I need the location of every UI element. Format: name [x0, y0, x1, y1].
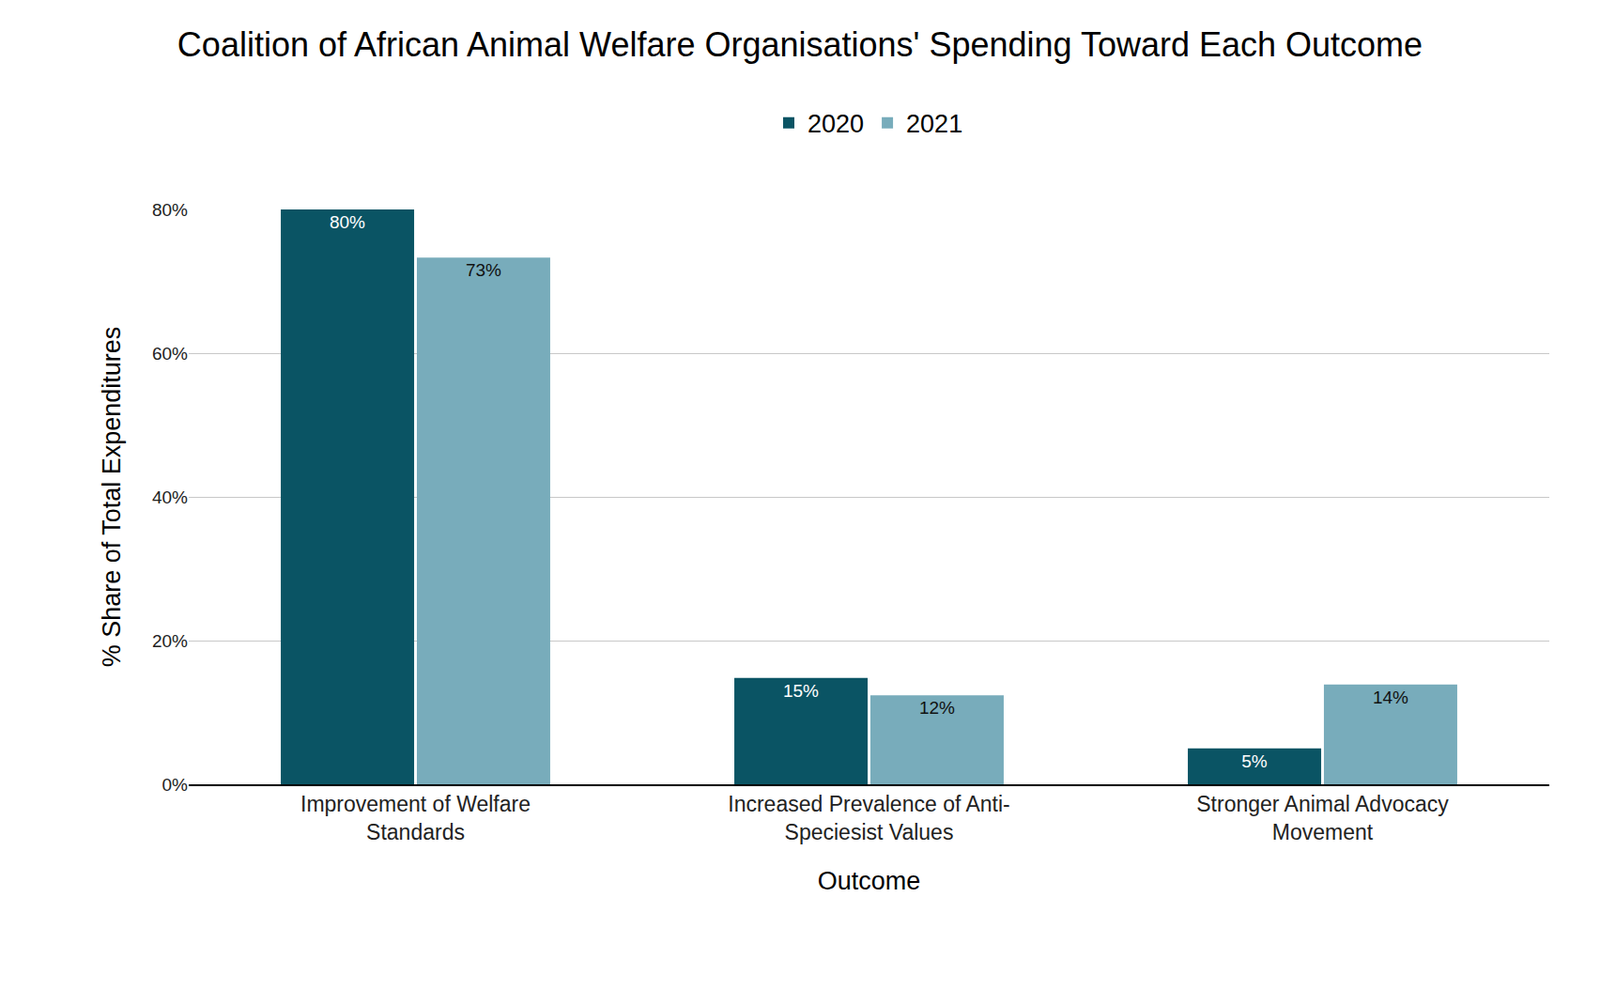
svg-text:14%: 14% [1372, 687, 1409, 708]
svg-text:Stronger Animal AdvocacyMoveme: Stronger Animal AdvocacyMovement [1196, 791, 1449, 845]
svg-text:Improvement of WelfareStandard: Improvement of WelfareStandards [300, 791, 531, 845]
svg-text:73%: 73% [465, 260, 502, 280]
svg-text:40%: 40% [152, 487, 188, 508]
svg-text:60%: 60% [152, 343, 188, 364]
svg-text:2021: 2021 [906, 109, 963, 139]
svg-text:20%: 20% [152, 630, 188, 651]
svg-text:Coalition of African Animal We: Coalition of African Animal Welfare Orga… [177, 25, 1423, 64]
svg-text:0%: 0% [162, 774, 189, 795]
svg-text:80%: 80% [152, 200, 188, 220]
svg-text:5%: 5% [1241, 751, 1268, 771]
svg-text:Outcome: Outcome [817, 866, 922, 895]
svg-text:2020: 2020 [807, 109, 864, 139]
svg-text:12%: 12% [919, 697, 955, 718]
svg-text:Increased Prevalence of Anti-S: Increased Prevalence of Anti-Speciesist … [727, 791, 1010, 845]
svg-text:% Share of Total Expenditures: % Share of Total Expenditures [97, 326, 126, 668]
svg-text:15%: 15% [783, 680, 819, 701]
svg-text:80%: 80% [329, 212, 366, 232]
